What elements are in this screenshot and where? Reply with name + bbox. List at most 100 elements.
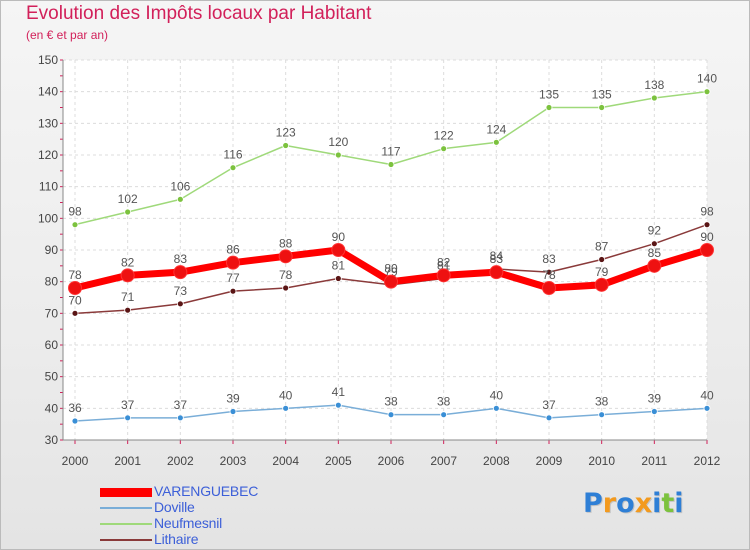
data-point-lithaire [176, 300, 184, 308]
data-point-lithaire [598, 256, 606, 263]
data-label-lithaire: 81 [437, 259, 451, 273]
data-point-varenguebec [542, 281, 556, 295]
data-label-lithaire: 92 [648, 224, 662, 238]
data-point-doville [598, 411, 606, 419]
data-point-varenguebec [120, 268, 135, 283]
data-label-doville: 41 [332, 385, 346, 399]
data-label-varenguebec: 83 [174, 252, 188, 266]
x-tick-label: 2007 [430, 454, 457, 468]
data-point-varenguebec [594, 277, 609, 292]
data-point-neufmesnil [703, 88, 711, 96]
data-point-varenguebec [700, 243, 714, 257]
data-label-lithaire: 77 [226, 271, 240, 285]
y-tick-label: 70 [45, 306, 59, 320]
y-tick-label: 60 [45, 338, 59, 352]
data-point-doville [71, 417, 79, 425]
data-label-varenguebec: 80 [384, 262, 398, 276]
legend-item-neufmesnil: Neufmesnil [100, 515, 340, 532]
data-label-lithaire: 79 [384, 265, 398, 279]
y-tick-label: 50 [45, 370, 59, 384]
y-tick-label: 130 [38, 116, 58, 130]
legend-swatch [100, 507, 152, 509]
logo-letter: x [634, 488, 653, 519]
data-point-doville [650, 408, 658, 415]
data-label-doville: 39 [226, 392, 240, 406]
data-point-lithaire [650, 240, 658, 248]
legend-label: Doville [154, 499, 195, 515]
data-point-doville [545, 414, 553, 422]
data-point-neufmesnil [282, 142, 290, 149]
data-point-neufmesnil [71, 221, 79, 229]
data-label-varenguebec: 78 [68, 268, 82, 282]
data-label-doville: 37 [121, 398, 135, 412]
data-label-doville: 38 [437, 395, 451, 409]
data-label-lithaire: 98 [700, 205, 714, 219]
y-tick-label: 90 [45, 243, 59, 257]
data-label-neufmesnil: 117 [381, 145, 400, 159]
data-label-lithaire: 71 [121, 290, 135, 304]
x-tick-label: 2001 [114, 454, 141, 468]
y-tick-label: 120 [38, 148, 58, 162]
data-label-doville: 37 [542, 398, 556, 412]
data-label-varenguebec: 90 [700, 230, 714, 244]
x-tick-label: 2004 [272, 454, 299, 468]
data-point-varenguebec [226, 255, 240, 270]
y-tick-label: 80 [45, 275, 59, 289]
data-label-varenguebec: 78 [542, 268, 556, 282]
data-label-doville: 40 [279, 388, 293, 402]
y-tick-label: 110 [39, 180, 58, 194]
data-label-doville: 37 [174, 398, 188, 412]
data-label-neufmesnil: 124 [486, 122, 506, 136]
data-label-neufmesnil: 120 [328, 135, 348, 149]
data-point-doville [440, 411, 448, 419]
data-point-doville [334, 401, 342, 409]
x-tick-label: 2008 [483, 454, 510, 468]
data-label-lithaire: 83 [542, 252, 556, 266]
logo-letter: o [616, 488, 635, 519]
data-label-lithaire: 81 [332, 259, 346, 273]
x-tick-label: 2003 [220, 454, 247, 468]
data-label-varenguebec: 82 [437, 255, 451, 269]
data-point-neufmesnil [176, 195, 184, 203]
data-point-doville [282, 404, 290, 412]
legend-swatch [100, 523, 152, 525]
data-point-neufmesnil [545, 104, 553, 111]
data-point-neufmesnil [334, 151, 342, 159]
x-tick-label: 2009 [536, 454, 563, 468]
data-label-neufmesnil: 123 [276, 126, 296, 140]
data-point-neufmesnil [440, 145, 448, 153]
data-point-varenguebec [647, 258, 662, 273]
logo-letter: t [661, 488, 675, 519]
proxiti-logo: Proxiti [583, 488, 684, 519]
data-label-varenguebec: 79 [595, 265, 609, 279]
data-point-neufmesnil [387, 161, 395, 168]
data-point-lithaire [229, 287, 237, 295]
data-point-varenguebec [489, 265, 504, 280]
data-label-neufmesnil: 116 [223, 148, 242, 162]
x-tick-label: 2012 [694, 454, 721, 468]
x-tick-label: 2011 [641, 454, 667, 468]
data-point-neufmesnil [598, 104, 606, 111]
data-point-doville [703, 404, 711, 412]
data-label-varenguebec: 83 [490, 252, 504, 266]
data-label-neufmesnil: 98 [68, 205, 82, 219]
data-label-neufmesnil: 106 [170, 179, 190, 193]
data-label-neufmesnil: 138 [644, 78, 664, 92]
y-tick-label: 40 [45, 401, 59, 415]
data-label-neufmesnil: 102 [118, 192, 138, 206]
data-label-doville: 36 [68, 401, 82, 415]
logo-letter: i [674, 488, 684, 519]
data-point-lithaire [71, 309, 79, 317]
data-label-neufmesnil: 122 [434, 129, 454, 143]
data-point-lithaire [545, 268, 553, 276]
y-tick-label: 150 [38, 53, 58, 67]
chart-subtitle: (en € et par an) [26, 28, 109, 42]
data-point-doville [387, 411, 395, 419]
data-point-neufmesnil [650, 94, 658, 102]
data-label-lithaire: 78 [279, 268, 293, 282]
y-tick-label: 30 [45, 433, 59, 447]
data-point-varenguebec [384, 274, 398, 289]
data-point-doville [229, 408, 237, 415]
legend-item-lithaire: Lithaire [100, 531, 340, 548]
